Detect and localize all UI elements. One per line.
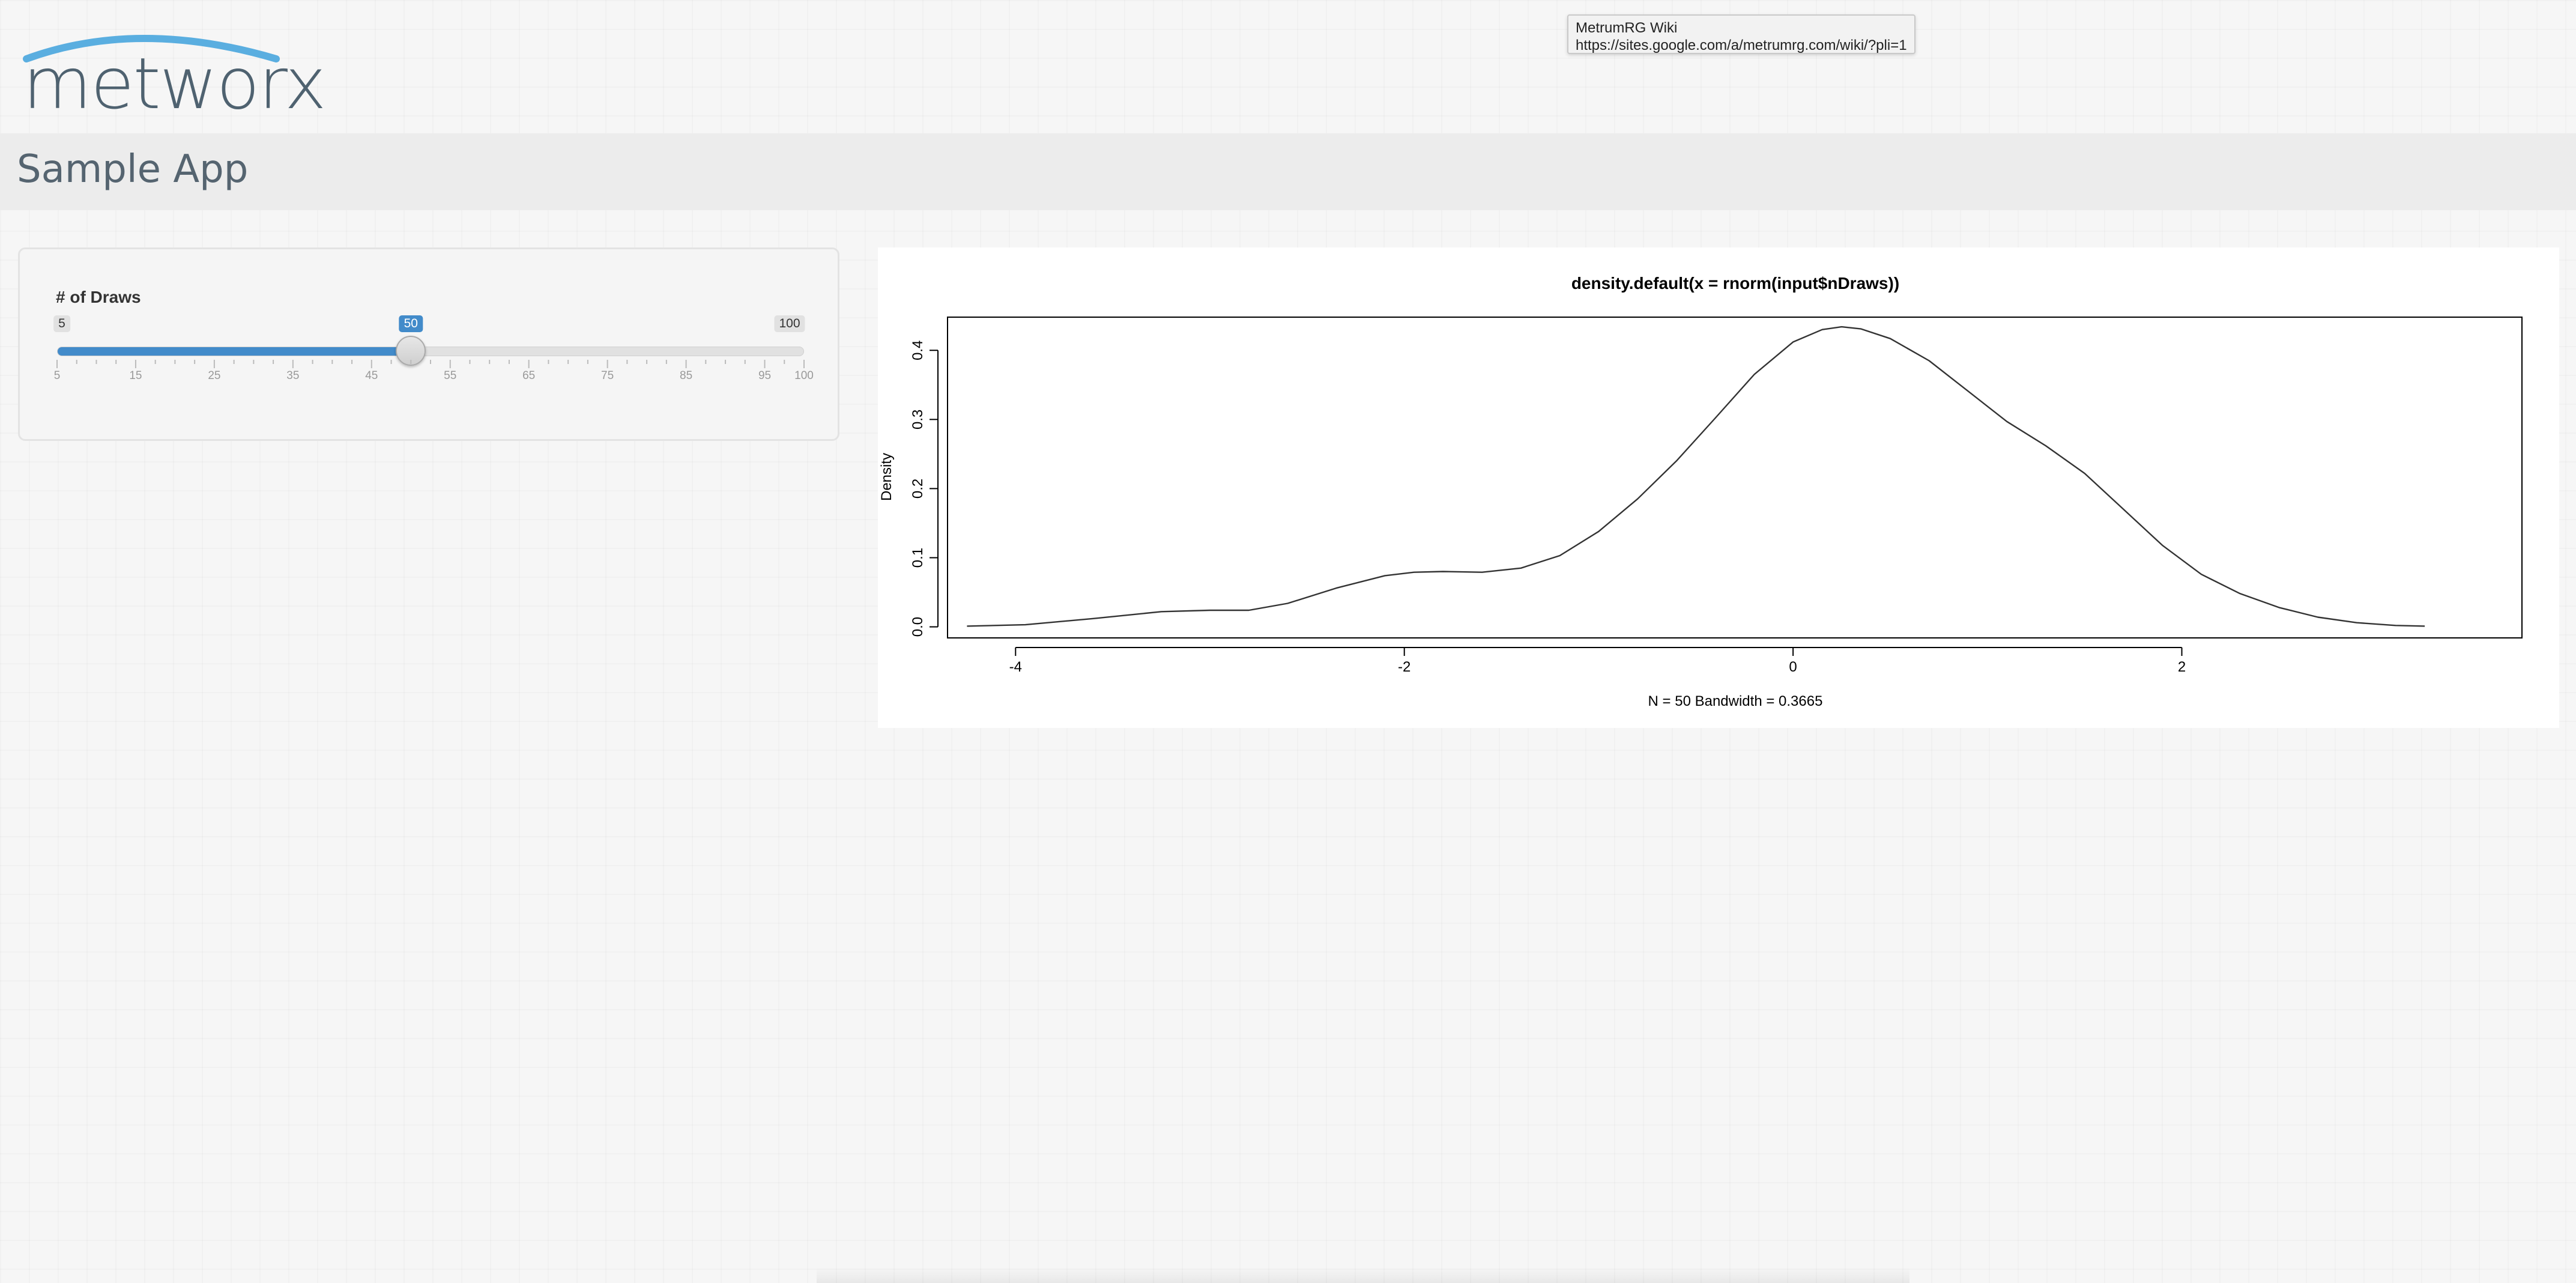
tooltip-title: MetrumRG Wiki: [1576, 20, 1678, 36]
bottom-shadow: [817, 1267, 1909, 1283]
tooltip-url: https://sites.google.com/a/metrumrg.com/…: [1576, 37, 1907, 53]
y-tick-label: 0.4: [910, 341, 926, 360]
slider-grid: [56, 360, 805, 368]
slider-tick-label: 35: [286, 369, 300, 382]
density-curve: [967, 326, 2425, 627]
logo-text: metworx: [23, 42, 327, 125]
slider-tick-label: 25: [208, 369, 221, 382]
x-tick-label: 0: [1789, 659, 1797, 675]
slider-min-badge: 5: [53, 315, 70, 332]
title-bar: Sample App: [0, 133, 2576, 210]
y-tick-label: 0.0: [910, 617, 926, 637]
plot-ticks: -4 -2 0 2 0.0 0.1 0.2 0.3 0.4: [910, 341, 2186, 675]
slider-tick-label: 15: [129, 369, 142, 382]
plot-title: density.default(x = rnorm(input$nDraws)): [1571, 274, 1899, 293]
plot-x-label: N = 50 Bandwidth = 0.3665: [1648, 693, 1823, 709]
y-tick-label: 0.3: [910, 410, 926, 429]
slider-value-badge: 50: [399, 315, 423, 332]
x-tick-label: -4: [1009, 659, 1022, 675]
plot-frame: [947, 317, 2523, 638]
slider-tick-label: 85: [680, 369, 693, 382]
sidebar-panel: # of Draws 5 50 100 5 15 25 35 45 55 65 75 85 95 1…: [18, 247, 839, 441]
slider-tick-label: 75: [601, 369, 614, 382]
slider-label: # of Draws: [56, 288, 141, 306]
density-plot: density.default(x = rnorm(input$nDraws))…: [878, 274, 2523, 709]
slider-tick-label: 5: [53, 369, 61, 382]
page-title: Sample App: [17, 147, 249, 192]
slider-tick-label: 55: [444, 369, 457, 382]
x-tick-label: 2: [2178, 659, 2186, 675]
y-tick-label: 0.2: [910, 479, 926, 499]
density-plot-panel: density.default(x = rnorm(input$nDraws))…: [878, 247, 2559, 728]
slider-track[interactable]: [57, 347, 804, 356]
slider-tick-label: 95: [758, 369, 772, 382]
x-tick-label: -2: [1398, 659, 1410, 675]
link-tooltip: MetrumRG Wiki https://sites.google.com/a…: [1567, 14, 1915, 54]
slider-tick-label: 45: [365, 369, 378, 382]
metworx-logo[interactable]: metworx: [18, 24, 327, 119]
plot-y-label: Density: [878, 453, 895, 501]
slider-fill: [58, 347, 412, 356]
slider-tick-label: 100: [794, 369, 814, 382]
y-tick-label: 0.1: [910, 548, 926, 568]
slider-tick-label: 65: [522, 369, 536, 382]
logo-arc-icon: [23, 35, 280, 62]
slider-max-badge: 100: [774, 315, 805, 332]
